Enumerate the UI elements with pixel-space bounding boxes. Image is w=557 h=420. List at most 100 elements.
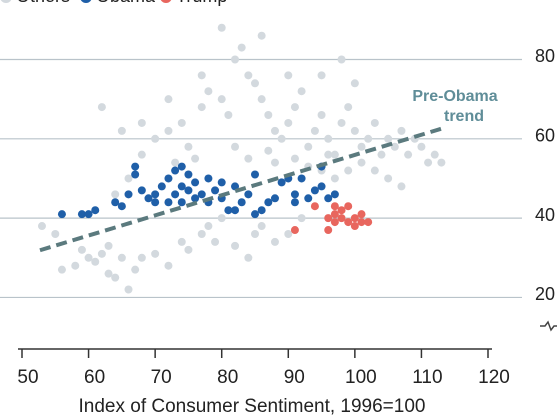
point bbox=[384, 174, 393, 183]
point bbox=[324, 134, 333, 143]
point bbox=[244, 71, 253, 80]
point bbox=[330, 150, 339, 159]
point bbox=[111, 198, 120, 207]
point bbox=[71, 261, 80, 270]
point bbox=[117, 202, 126, 211]
point bbox=[164, 174, 173, 183]
point bbox=[84, 210, 93, 219]
point bbox=[124, 174, 133, 183]
legend-swatch bbox=[160, 0, 172, 3]
point bbox=[330, 210, 339, 219]
x-tick-label: 110 bbox=[412, 367, 442, 388]
point bbox=[344, 218, 353, 227]
point bbox=[244, 253, 253, 262]
point bbox=[364, 218, 373, 227]
point bbox=[290, 226, 299, 235]
point bbox=[217, 95, 226, 104]
point bbox=[397, 126, 406, 135]
point bbox=[137, 118, 146, 127]
point bbox=[251, 170, 259, 179]
point bbox=[104, 269, 113, 278]
point bbox=[270, 126, 279, 135]
point bbox=[310, 202, 319, 211]
point bbox=[384, 134, 393, 143]
point bbox=[204, 87, 213, 96]
point bbox=[257, 31, 266, 40]
trend-annotation: trend bbox=[444, 108, 484, 125]
point bbox=[137, 186, 146, 195]
point bbox=[290, 198, 299, 207]
point bbox=[151, 190, 160, 199]
legend-label: Obama bbox=[96, 0, 156, 6]
point bbox=[297, 214, 306, 223]
point bbox=[317, 71, 326, 80]
point bbox=[257, 95, 266, 104]
point bbox=[191, 154, 200, 163]
point bbox=[290, 190, 299, 199]
x-axis-title: Index of Consumer Sentiment, 1996=100 bbox=[79, 396, 426, 417]
point bbox=[377, 150, 386, 159]
point bbox=[430, 150, 439, 159]
point bbox=[357, 218, 366, 227]
point bbox=[237, 198, 246, 207]
point bbox=[304, 142, 313, 151]
point bbox=[217, 23, 226, 32]
point bbox=[97, 249, 106, 258]
point bbox=[270, 237, 279, 246]
point bbox=[297, 87, 306, 96]
point bbox=[97, 103, 106, 112]
y-tick-label: 40 bbox=[535, 205, 555, 225]
point bbox=[270, 194, 279, 203]
point bbox=[277, 178, 286, 187]
point bbox=[211, 237, 220, 246]
y-tick-label: 20 bbox=[535, 284, 555, 304]
point bbox=[197, 71, 206, 80]
point bbox=[131, 162, 140, 171]
point bbox=[57, 210, 66, 219]
point bbox=[124, 190, 133, 199]
point bbox=[184, 186, 193, 195]
point bbox=[117, 126, 126, 135]
point bbox=[344, 103, 353, 112]
point bbox=[337, 206, 346, 215]
point bbox=[284, 71, 293, 80]
x-tick-label: 80 bbox=[217, 367, 238, 388]
point bbox=[350, 214, 359, 223]
point bbox=[77, 245, 86, 254]
y-tick-label: 80 bbox=[535, 46, 555, 66]
point bbox=[111, 273, 120, 282]
point bbox=[197, 103, 206, 112]
point bbox=[177, 237, 186, 246]
x-tick-label: 60 bbox=[84, 367, 105, 388]
point bbox=[77, 210, 86, 219]
trend-annotation: Pre-Obama bbox=[412, 88, 497, 105]
point bbox=[37, 222, 46, 231]
point bbox=[424, 158, 433, 167]
x-tick-label: 50 bbox=[17, 367, 38, 388]
point bbox=[290, 103, 299, 112]
y-tick-label: 60 bbox=[535, 126, 555, 146]
point bbox=[91, 206, 100, 215]
point bbox=[397, 182, 406, 191]
point bbox=[177, 118, 186, 127]
point bbox=[370, 118, 379, 127]
point bbox=[264, 146, 273, 155]
point bbox=[184, 142, 193, 151]
x-tick-label: 70 bbox=[151, 367, 172, 388]
point bbox=[290, 154, 299, 163]
point bbox=[330, 190, 339, 199]
point bbox=[51, 229, 60, 238]
point bbox=[390, 142, 399, 151]
point bbox=[124, 285, 133, 294]
point bbox=[224, 206, 233, 215]
point bbox=[137, 253, 146, 262]
point bbox=[337, 55, 346, 64]
point bbox=[197, 229, 206, 238]
point bbox=[164, 126, 173, 135]
point bbox=[251, 229, 259, 238]
point bbox=[330, 218, 339, 227]
x-tick-label: 120 bbox=[478, 367, 510, 388]
point bbox=[350, 222, 359, 231]
point bbox=[231, 55, 240, 64]
